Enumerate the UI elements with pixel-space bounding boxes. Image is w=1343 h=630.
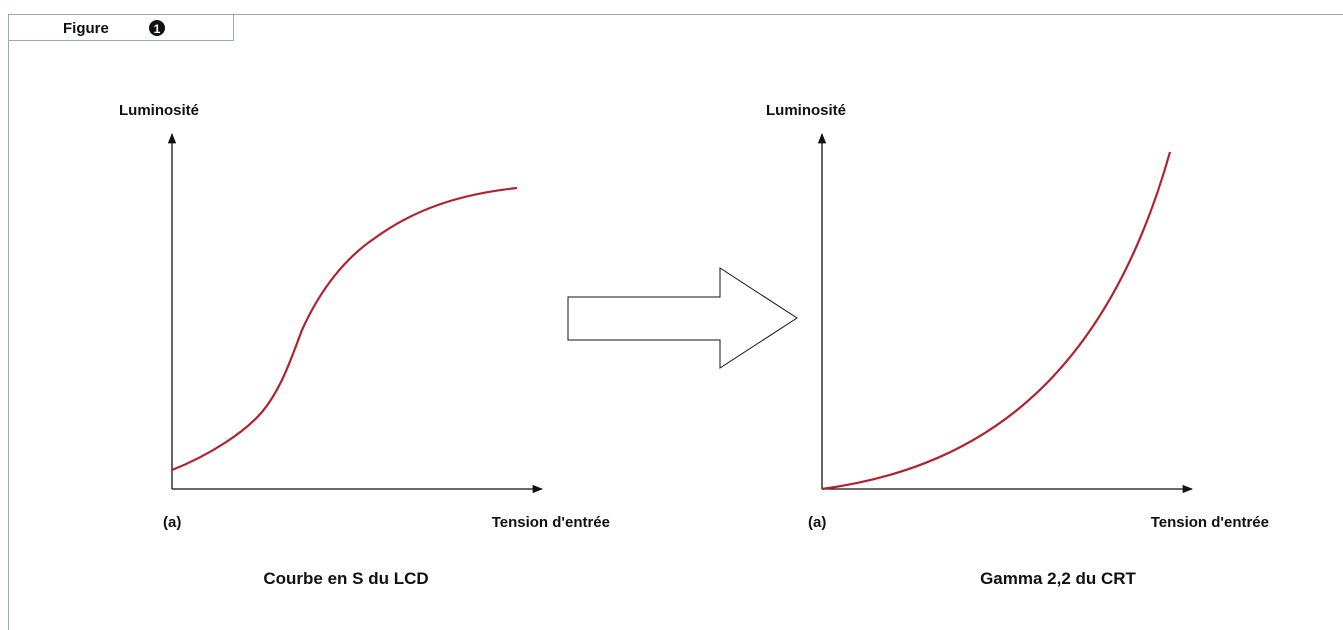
caption: Gamma 2,2 du CRT bbox=[980, 569, 1136, 588]
s-curve bbox=[171, 186, 518, 472]
origin-label: (a) bbox=[808, 514, 826, 531]
panel-left: Luminosité (a) Tension d'entrée Courbe e… bbox=[119, 102, 610, 588]
figure-tab bbox=[8, 14, 234, 41]
y-axis-label: Luminosité bbox=[766, 102, 846, 119]
figure-label: Figure bbox=[63, 20, 109, 37]
origin-label: (a) bbox=[163, 514, 181, 531]
gamma-curve bbox=[821, 151, 1172, 491]
transition-arrow bbox=[567, 267, 798, 369]
y-axis-label: Luminosité bbox=[119, 102, 199, 119]
x-axis-label: Tension d'entrée bbox=[1151, 514, 1269, 531]
x-axis-label: Tension d'entrée bbox=[492, 514, 610, 531]
panel-right: Luminosité (a) Tension d'entrée Gamma 2,… bbox=[766, 102, 1269, 588]
figure-number-badge bbox=[149, 20, 165, 36]
figure-number: 1 bbox=[154, 22, 161, 36]
caption: Courbe en S du LCD bbox=[263, 569, 428, 588]
